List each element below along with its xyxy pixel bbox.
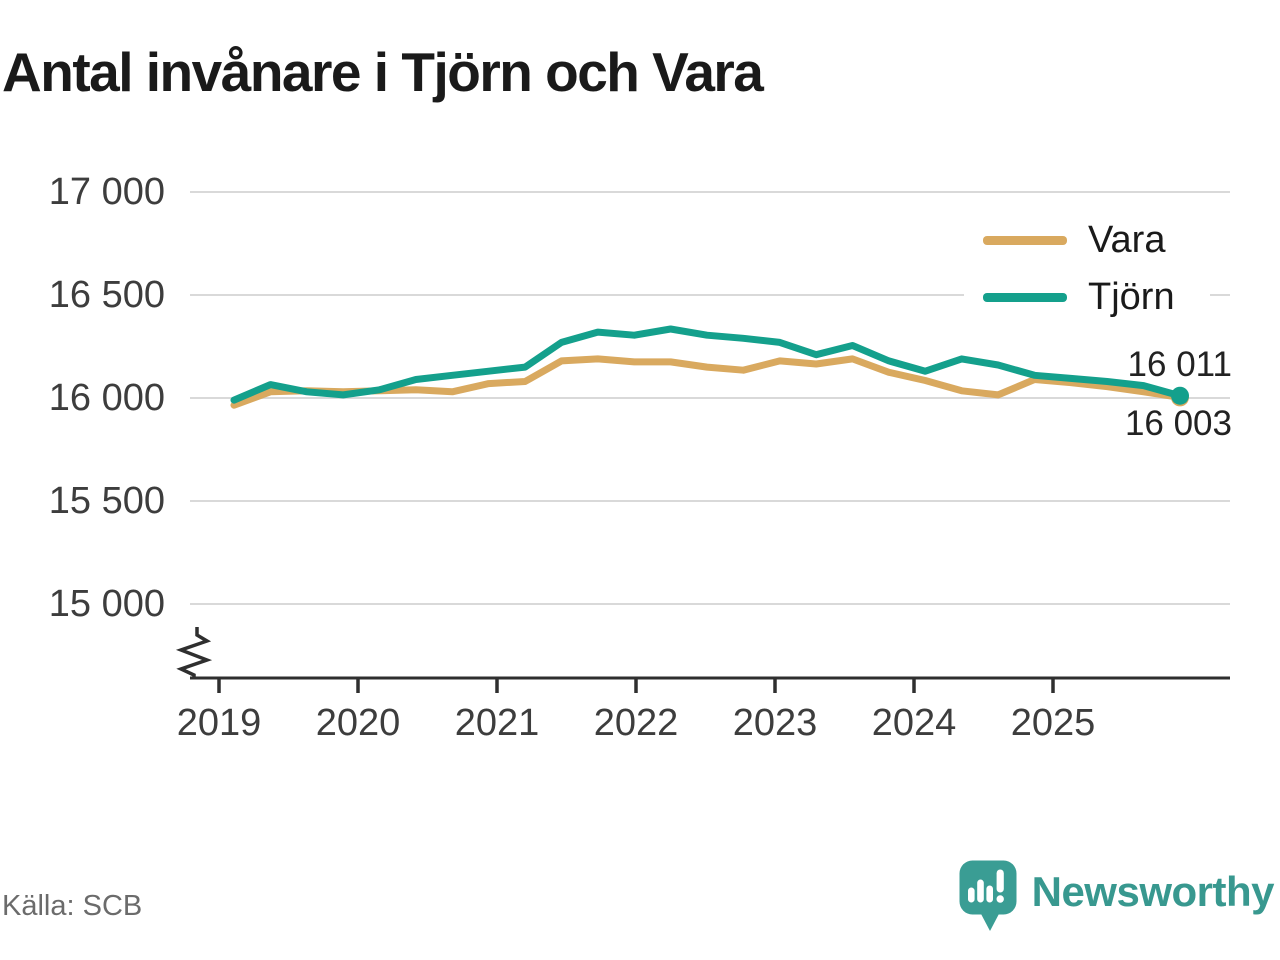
legend-label-vara: Vara — [1088, 219, 1166, 261]
y-axis-tick-label: 16 000 — [48, 377, 165, 419]
end-dot-tjrn — [1171, 386, 1189, 405]
y-axis-tick-label: 17 000 — [48, 171, 165, 213]
x-axis-tick-label: 2023 — [732, 702, 818, 744]
y-axis-tick-label: 15 500 — [48, 480, 165, 522]
newsworthy-branding: Newsworthy — [959, 860, 1275, 940]
end-value-tjorn: 16 011 — [1127, 345, 1232, 384]
x-axis-tick-label: 2021 — [454, 702, 540, 744]
y-axis-tick-label: 16 500 — [48, 274, 165, 316]
x-axis — [190, 676, 1230, 693]
legend-swatch-vara — [983, 236, 1067, 245]
data-series — [230, 325, 1184, 409]
series-line-tjrn — [230, 325, 1184, 404]
legend-label-tjorn: Tjörn — [1088, 276, 1175, 318]
page-title: Antal invånare i Tjörn och Vara — [2, 41, 764, 103]
x-axis-tick-label: 2022 — [593, 702, 679, 744]
x-axis-tick-label: 2020 — [315, 702, 401, 744]
x-axis-tick-label: 2025 — [1010, 702, 1096, 744]
x-axis-tick-label: 2024 — [871, 702, 957, 744]
gridlines — [190, 191, 1230, 605]
brand-wordmark: Newsworthy — [1031, 868, 1275, 915]
legend-swatch-tjorn — [983, 293, 1067, 302]
source-note: Källa: SCB — [2, 890, 143, 922]
series-line-vara — [230, 355, 1184, 409]
y-axis-break-icon — [175, 627, 213, 679]
line-chart-canvas — [175, 191, 1230, 693]
legend: Vara Tjörn — [964, 208, 1210, 324]
x-axis-tick-label: 2019 — [176, 702, 262, 744]
end-value-vara: 16 003 — [1124, 404, 1232, 443]
y-axis-tick-label: 15 000 — [48, 583, 165, 625]
series-end-dots — [1171, 386, 1189, 407]
newsworthy-logo-icon — [959, 860, 1017, 931]
